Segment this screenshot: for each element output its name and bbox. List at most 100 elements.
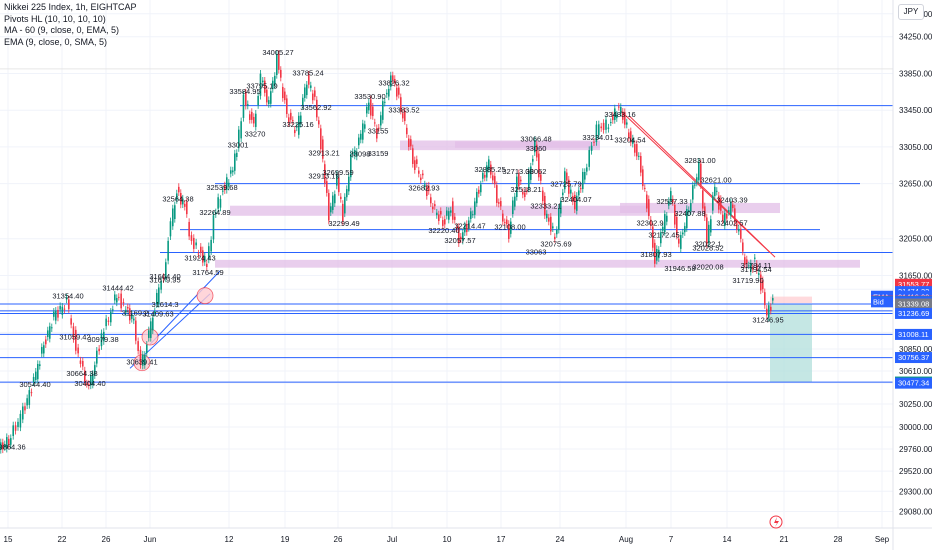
legend-ema[interactable]: EMA (9, close, 0, SMA, 5) xyxy=(4,36,108,47)
candle-body xyxy=(12,425,14,436)
candle-body xyxy=(498,202,500,204)
candle-body xyxy=(724,212,726,226)
candle-body xyxy=(420,177,422,181)
candle-body xyxy=(282,86,284,99)
candle-body xyxy=(600,126,602,129)
candle-body xyxy=(740,228,742,239)
candle-body xyxy=(17,421,19,428)
candle-body xyxy=(206,263,208,268)
x-axis[interactable]: 15 22 26 Jun 12 19 26 Jul 10 17 24 Aug 7 14 21 28 Sep xyxy=(0,527,932,544)
zone-rect xyxy=(215,259,860,268)
candle-body xyxy=(754,257,756,259)
pivot-label: 29864.36 xyxy=(0,442,26,451)
candle-body xyxy=(251,111,253,120)
candle-body xyxy=(200,246,202,253)
candle-body xyxy=(768,305,770,318)
candle-body xyxy=(436,212,438,216)
x-tick-label: 26 xyxy=(334,535,343,544)
candle-body xyxy=(65,297,68,300)
legend-title[interactable]: Nikkei 225 Index, 1h, EIGHTCAP xyxy=(4,2,137,12)
candle-body xyxy=(160,280,162,290)
price-badge xyxy=(895,352,932,364)
candle-body xyxy=(702,190,704,209)
candle-body xyxy=(88,383,90,386)
candle-body xyxy=(538,153,540,178)
candle-body xyxy=(464,225,466,233)
candle-body xyxy=(642,169,644,187)
candle-body xyxy=(520,179,522,182)
candle-body xyxy=(392,75,394,81)
candle-body xyxy=(334,194,336,204)
candle-body xyxy=(326,181,328,193)
pivot-label: 32682.93 xyxy=(408,184,439,193)
candle-body xyxy=(68,299,70,310)
candle-body xyxy=(660,232,662,244)
candle-body xyxy=(386,92,388,95)
price-badge xyxy=(895,307,932,319)
candle-body xyxy=(440,211,442,215)
candle-body xyxy=(0,442,2,450)
candle-body xyxy=(496,185,498,203)
candle-body xyxy=(120,293,122,309)
legend-pivots[interactable]: Pivots HL (10, 10, 10, 10) xyxy=(4,13,106,24)
x-tick-label: 10 xyxy=(443,535,452,544)
x-tick-label: 14 xyxy=(723,535,732,544)
candle-body xyxy=(418,170,420,174)
pivot-label: 32831.00 xyxy=(684,156,715,165)
legend-ma[interactable]: MA - 60 (9, close, 0, EMA, 5) xyxy=(4,25,120,35)
candle-body xyxy=(492,175,494,181)
candle-body xyxy=(500,201,502,207)
candle-body xyxy=(169,221,172,237)
candle-body xyxy=(114,294,116,301)
candle-body xyxy=(39,364,41,367)
candle-body xyxy=(30,392,33,394)
candle-body xyxy=(262,80,264,83)
pivot-label: 32020.08 xyxy=(692,262,723,271)
candle-body xyxy=(574,194,576,210)
candle-body xyxy=(107,320,110,322)
y-axis[interactable]: 29080.00 29300.00 29520.00 29760.00 30000.00… xyxy=(892,0,932,550)
pivot-label: 32518.21 xyxy=(510,185,541,194)
candle-body xyxy=(368,102,370,111)
candle-body xyxy=(234,153,236,171)
candle-body xyxy=(174,205,176,219)
candle-body xyxy=(324,164,326,184)
pivot-label: 31169.2 xyxy=(122,309,149,318)
candle-body xyxy=(90,375,92,386)
candle-body xyxy=(197,253,200,255)
pivot-label: 32075.69 xyxy=(540,239,571,248)
pivot-label: 32539.68 xyxy=(206,183,237,192)
candle-body xyxy=(658,249,660,259)
candle-body xyxy=(186,201,188,215)
pivot-label: 32407.88 xyxy=(674,209,705,218)
pivot-label: 33530.90 xyxy=(354,92,385,101)
candle-body xyxy=(632,138,634,144)
candle-body xyxy=(14,425,17,431)
candle-body xyxy=(129,308,131,321)
candle-body xyxy=(110,311,112,323)
price-badge-value: 31339.08 xyxy=(898,300,929,309)
candle-body xyxy=(730,202,732,216)
candle-body xyxy=(92,373,94,385)
candle-body xyxy=(586,167,588,172)
candle-body xyxy=(628,132,630,138)
marker-circle xyxy=(196,287,214,305)
candle-body xyxy=(364,124,366,129)
pivot-label: 33483.16 xyxy=(604,110,635,119)
candle-body xyxy=(712,195,714,211)
price-badge-tag xyxy=(871,296,893,308)
candle-body xyxy=(684,226,686,233)
candle-body xyxy=(558,208,560,230)
currency-button[interactable]: JPY xyxy=(898,4,924,20)
candle-body xyxy=(534,139,536,153)
candle-body xyxy=(602,122,605,131)
candle-body xyxy=(734,208,736,223)
candle-body xyxy=(19,413,22,428)
candle-body xyxy=(204,256,206,263)
pivot-label: 31246.95 xyxy=(752,315,783,324)
candle-body xyxy=(360,133,362,140)
pivot-label: 33785.24 xyxy=(292,68,323,77)
pivot-label: 32028.52 xyxy=(692,244,723,253)
candle-body xyxy=(135,320,137,341)
